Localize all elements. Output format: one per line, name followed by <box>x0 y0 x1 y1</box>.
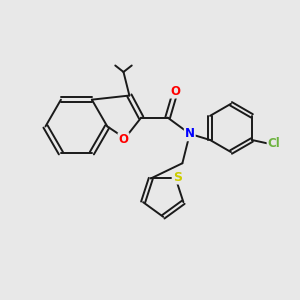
Text: O: O <box>118 133 128 146</box>
Text: S: S <box>173 170 182 184</box>
Text: O: O <box>170 85 180 98</box>
Text: N: N <box>185 127 195 140</box>
Text: Cl: Cl <box>268 137 280 150</box>
